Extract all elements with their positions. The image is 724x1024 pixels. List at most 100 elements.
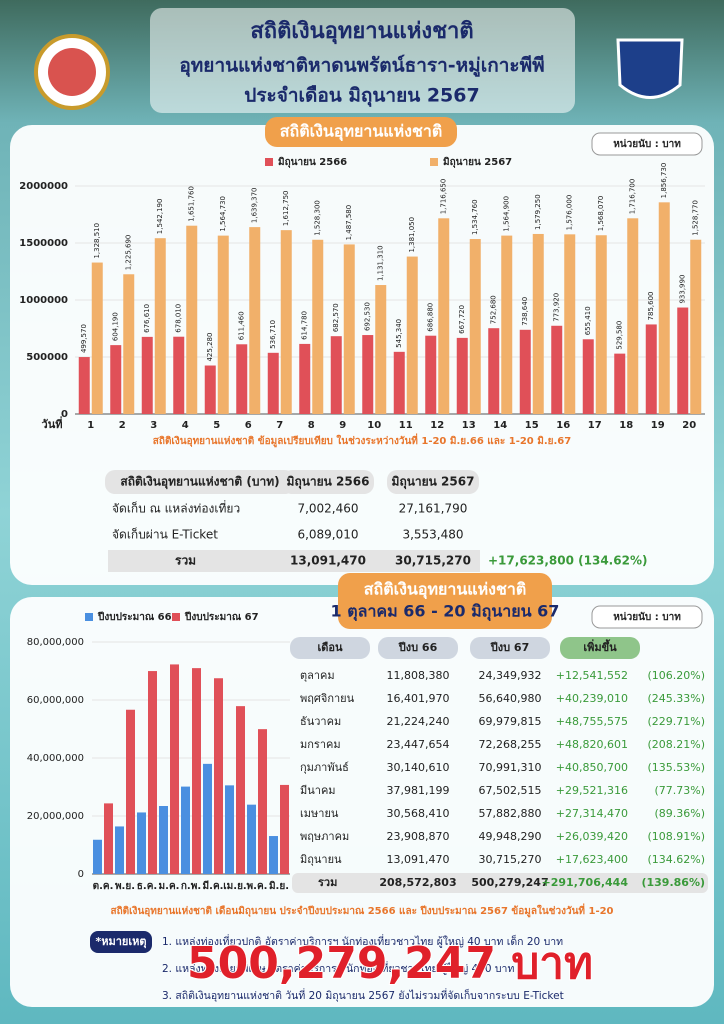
- table-cell: 24,349,932: [479, 669, 542, 682]
- value-label: 1,381,050: [408, 217, 416, 253]
- bar: [658, 202, 670, 414]
- total-row: [292, 873, 708, 893]
- bar: [312, 239, 324, 414]
- y-tick-label: 2000000: [19, 181, 68, 192]
- note-item: 1. แหล่งท่องเที่ยวปกติ อัตราค่าบริการฯ น…: [162, 934, 563, 948]
- value-label: 529,580: [616, 321, 624, 350]
- bar: [123, 274, 135, 414]
- x-tick-label: ก.พ.: [181, 881, 201, 892]
- bar: [299, 343, 311, 414]
- total-row: [108, 550, 480, 572]
- notes-pill: [90, 931, 152, 953]
- table-cell: กุมภาพันธ์: [300, 761, 349, 774]
- value-label: 738,640: [521, 297, 529, 326]
- unit-label: หน่วยนับ : บาท: [613, 138, 681, 150]
- unit-label: หน่วยนับ : บาท: [613, 611, 681, 623]
- bar: [137, 812, 146, 874]
- header-pill: [560, 637, 640, 659]
- bar: [551, 325, 563, 414]
- x-tick-label: 4: [182, 420, 189, 431]
- table-cell: ธันวาคม: [300, 715, 341, 728]
- highlight-total: 500,279,247 บาท: [187, 938, 593, 989]
- x-tick-label: 20: [682, 420, 696, 431]
- table-cell: 208,572,803: [379, 876, 456, 889]
- value-label: 1,528,770: [692, 200, 700, 236]
- value-label: 1,716,650: [440, 179, 448, 215]
- bar: [214, 678, 223, 874]
- value-label: 692,530: [364, 302, 372, 331]
- value-label: 785,600: [647, 291, 655, 320]
- table-cell: (134.62%): [647, 853, 705, 866]
- legend-label: มิถุนายน 2566: [278, 156, 347, 168]
- value-label: 1,564,730: [219, 196, 227, 232]
- table-cell: จัดเก็บผ่าน E-Ticket: [112, 527, 218, 542]
- bar: [375, 285, 387, 414]
- table-cell: +27,314,470: [556, 807, 628, 820]
- header-pill: [105, 470, 295, 494]
- bar: [225, 785, 234, 874]
- bar: [645, 324, 657, 414]
- bar: [141, 336, 153, 414]
- header-pill: [387, 470, 479, 494]
- table-cell: มิถุนายน: [300, 853, 342, 866]
- bar: [110, 345, 122, 414]
- value-label: 1,576,000: [566, 195, 574, 231]
- legend-label: ปีงบประมาณ 66: [97, 611, 171, 623]
- bar: [614, 353, 626, 414]
- bar: [677, 307, 689, 414]
- value-label: 1,328,510: [93, 223, 101, 259]
- value-label: 1,534,760: [471, 199, 479, 235]
- value-label: 604,190: [112, 312, 120, 341]
- bar: [519, 329, 531, 414]
- table-cell: 30,715,270: [395, 554, 471, 568]
- x-tick-label: 11: [399, 420, 413, 431]
- value-label: 611,460: [238, 311, 246, 340]
- table-cell: 6,089,010: [297, 528, 358, 542]
- table-cell: 27,161,790: [399, 502, 468, 516]
- table-cell: 30,715,270: [479, 853, 542, 866]
- value-label: 686,880: [427, 303, 435, 332]
- table-cell: (106.20%): [647, 669, 705, 682]
- bar: [236, 706, 245, 874]
- header-box: [150, 8, 575, 113]
- table-cell: พฤษภาคม: [300, 830, 349, 843]
- table-header: เพิ่มขึ้น: [583, 639, 617, 654]
- value-label: 1,487,580: [345, 205, 353, 241]
- y-tick-label: 80,000,000: [27, 637, 84, 648]
- legend-swatch: [85, 613, 93, 621]
- legend-swatch: [265, 158, 273, 166]
- bar: [247, 804, 256, 874]
- table-cell: +48,755,575: [556, 715, 628, 728]
- bar: [469, 239, 481, 414]
- table-cell: มกราคม: [300, 738, 341, 751]
- value-label: 655,410: [584, 306, 592, 335]
- table-cell: 16,401,970: [387, 692, 450, 705]
- table-cell: +291,706,444: [542, 876, 629, 889]
- value-label: 1,542,190: [156, 199, 164, 235]
- table-cell: 70,991,310: [479, 761, 542, 774]
- bar: [627, 218, 639, 414]
- table-cell: (139.86%): [641, 876, 705, 889]
- y-tick-label: 0: [78, 869, 84, 880]
- bar: [488, 328, 500, 414]
- table-cell: รวม: [175, 554, 196, 568]
- note-item: 3. สถิติเงินอุทยานแห่งชาติ วันที่ 20 มิถ…: [162, 988, 564, 1002]
- x-tick-label: 13: [462, 420, 476, 431]
- y-tick-label: 0: [61, 409, 68, 420]
- chart-note: สถิติเงินอุทยานแห่งชาติ เดือนมิถุนายน ปร…: [110, 903, 613, 918]
- legend-label: มิถุนายน 2567: [443, 156, 512, 168]
- bar: [280, 784, 289, 874]
- x-tick-label: 12: [430, 420, 444, 431]
- bar: [170, 664, 179, 874]
- value-label: 1,856,730: [660, 163, 668, 199]
- header-pill: [378, 637, 458, 659]
- x-tick-label: มี.ค.: [203, 880, 224, 892]
- value-label: 425,280: [206, 333, 214, 362]
- table-header: เดือน: [317, 641, 343, 654]
- table-cell: (245.33%): [647, 692, 705, 705]
- chart-note: สถิติเงินอุทยานแห่งชาติ ข้อมูลเปรียบเทีย…: [153, 433, 571, 448]
- table-cell: +40,850,700: [556, 761, 628, 774]
- table-cell: (135.53%): [647, 761, 705, 774]
- table-cell: (208.21%): [647, 738, 705, 751]
